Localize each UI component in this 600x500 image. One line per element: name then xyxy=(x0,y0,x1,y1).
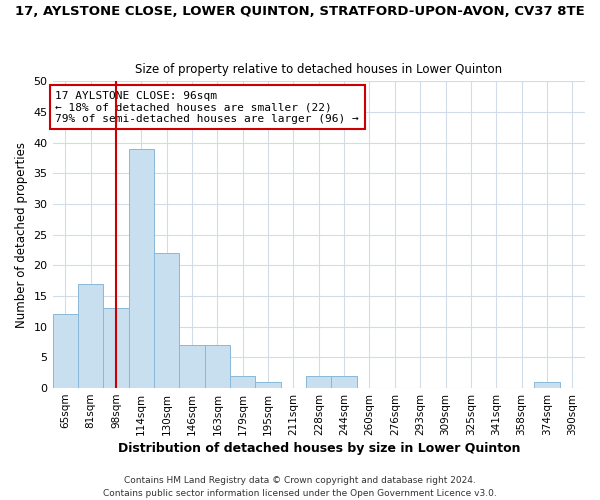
Bar xyxy=(331,376,357,388)
Bar xyxy=(179,345,205,388)
Bar xyxy=(78,284,103,388)
Bar xyxy=(53,314,78,388)
X-axis label: Distribution of detached houses by size in Lower Quinton: Distribution of detached houses by size … xyxy=(118,442,520,455)
Bar xyxy=(256,382,281,388)
Bar xyxy=(205,345,230,388)
Text: 17, AYLSTONE CLOSE, LOWER QUINTON, STRATFORD-UPON-AVON, CV37 8TE: 17, AYLSTONE CLOSE, LOWER QUINTON, STRAT… xyxy=(15,5,585,18)
Bar xyxy=(103,308,128,388)
Text: 17 AYLSTONE CLOSE: 96sqm
← 18% of detached houses are smaller (22)
79% of semi-d: 17 AYLSTONE CLOSE: 96sqm ← 18% of detach… xyxy=(55,90,359,124)
Bar xyxy=(128,149,154,388)
Bar xyxy=(306,376,331,388)
Text: Contains HM Land Registry data © Crown copyright and database right 2024.
Contai: Contains HM Land Registry data © Crown c… xyxy=(103,476,497,498)
Y-axis label: Number of detached properties: Number of detached properties xyxy=(15,142,28,328)
Bar xyxy=(154,253,179,388)
Bar xyxy=(534,382,560,388)
Bar xyxy=(230,376,256,388)
Title: Size of property relative to detached houses in Lower Quinton: Size of property relative to detached ho… xyxy=(135,63,502,76)
